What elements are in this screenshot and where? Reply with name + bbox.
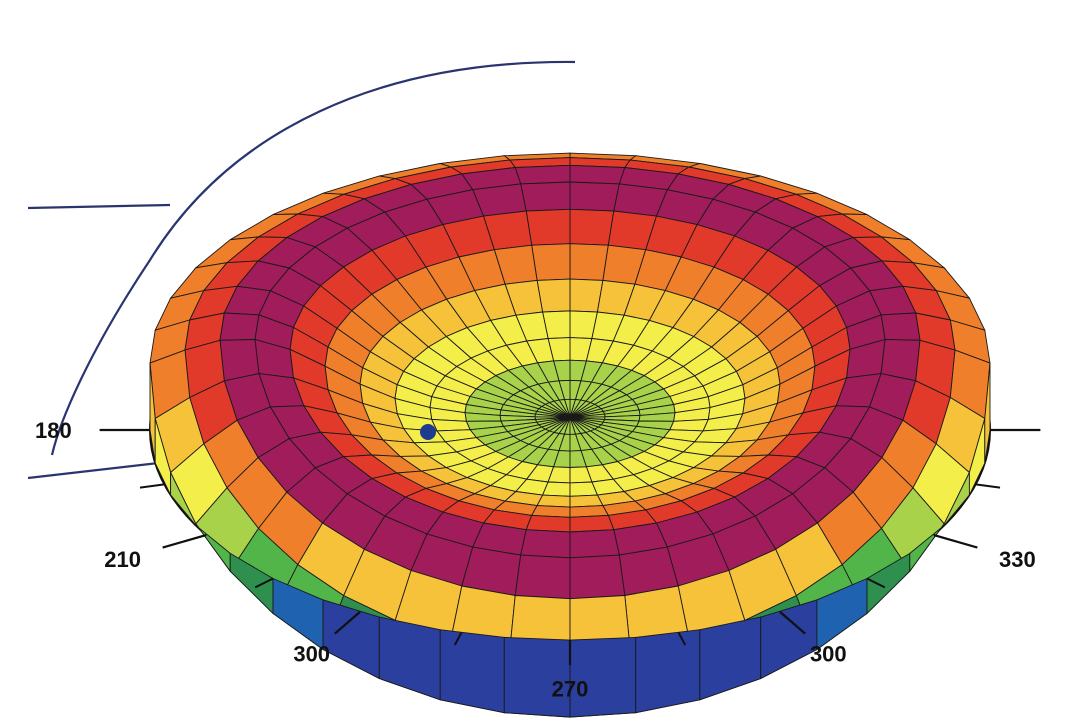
surface-cell bbox=[635, 629, 701, 714]
axis-tick bbox=[866, 577, 886, 589]
axis-tick bbox=[139, 483, 165, 489]
surface-cell bbox=[520, 181, 571, 212]
surface-cell bbox=[430, 418, 471, 432]
axis-tick bbox=[677, 632, 687, 646]
surface-cell bbox=[569, 208, 615, 246]
surface-cell bbox=[569, 181, 620, 212]
surface-mesh bbox=[149, 152, 991, 718]
surface-cell bbox=[880, 312, 921, 341]
surface-cell bbox=[439, 629, 505, 714]
data-marker bbox=[420, 424, 436, 440]
surface-cell bbox=[569, 554, 626, 600]
surface-cell bbox=[520, 529, 571, 559]
surface-cell bbox=[525, 208, 571, 246]
tick-label: 300 bbox=[293, 642, 330, 667]
surface-cell bbox=[536, 494, 571, 508]
axis-tick bbox=[453, 632, 463, 646]
data-point bbox=[420, 424, 436, 440]
tick-label: 180 bbox=[35, 418, 72, 443]
surface-cell bbox=[378, 616, 441, 701]
surface-cell bbox=[569, 494, 604, 508]
axis-tick bbox=[975, 483, 1001, 489]
axis-major-tick bbox=[779, 611, 806, 635]
surface-cell bbox=[219, 312, 260, 341]
surface-cell bbox=[531, 243, 571, 281]
surface-cell bbox=[669, 418, 710, 432]
surface-cell bbox=[569, 243, 609, 281]
tick-label: 210 bbox=[104, 547, 141, 572]
axis-major-tick bbox=[162, 533, 207, 549]
axis-major-tick bbox=[334, 611, 361, 635]
axis-major-tick bbox=[933, 533, 978, 549]
tick-label: 300 bbox=[810, 642, 847, 667]
surface-cell bbox=[514, 164, 571, 185]
annotation-arc-line bbox=[50, 60, 576, 456]
tick-label: 270 bbox=[552, 676, 589, 701]
surface-cell bbox=[569, 164, 626, 185]
surface-cell bbox=[569, 529, 620, 559]
angle-ticks: 0180210300270300330 bbox=[35, 418, 1041, 701]
annotation-line bbox=[27, 203, 171, 210]
surface-cell bbox=[569, 514, 615, 533]
surface-cell bbox=[699, 616, 762, 701]
tick-label: 330 bbox=[999, 547, 1036, 572]
surface-cell bbox=[514, 554, 571, 600]
axis-tick bbox=[254, 577, 274, 589]
surface-cell bbox=[525, 514, 571, 533]
